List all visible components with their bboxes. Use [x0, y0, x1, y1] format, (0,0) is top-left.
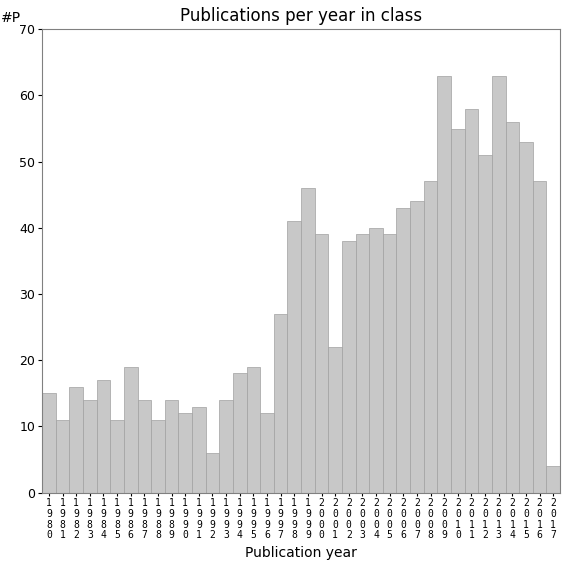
- Bar: [192, 407, 206, 493]
- Bar: [83, 400, 96, 493]
- Bar: [506, 122, 519, 493]
- Bar: [233, 374, 247, 493]
- Bar: [479, 155, 492, 493]
- Bar: [342, 241, 356, 493]
- Bar: [328, 347, 342, 493]
- Bar: [533, 181, 547, 493]
- Bar: [151, 420, 165, 493]
- Bar: [247, 367, 260, 493]
- X-axis label: Publication year: Publication year: [245, 546, 357, 560]
- Bar: [437, 75, 451, 493]
- Bar: [383, 234, 396, 493]
- Bar: [165, 400, 179, 493]
- Text: #P: #P: [1, 11, 21, 24]
- Bar: [301, 188, 315, 493]
- Bar: [369, 228, 383, 493]
- Bar: [519, 142, 533, 493]
- Bar: [124, 367, 138, 493]
- Bar: [464, 109, 479, 493]
- Title: Publications per year in class: Publications per year in class: [180, 7, 422, 25]
- Bar: [69, 387, 83, 493]
- Bar: [315, 234, 328, 493]
- Bar: [287, 221, 301, 493]
- Bar: [410, 201, 424, 493]
- Bar: [42, 393, 56, 493]
- Bar: [356, 234, 369, 493]
- Bar: [110, 420, 124, 493]
- Bar: [451, 129, 464, 493]
- Bar: [547, 466, 560, 493]
- Bar: [396, 208, 410, 493]
- Bar: [492, 75, 506, 493]
- Bar: [179, 413, 192, 493]
- Bar: [138, 400, 151, 493]
- Bar: [424, 181, 437, 493]
- Bar: [96, 380, 110, 493]
- Bar: [206, 453, 219, 493]
- Bar: [219, 400, 233, 493]
- Bar: [274, 314, 287, 493]
- Bar: [260, 413, 274, 493]
- Bar: [56, 420, 69, 493]
